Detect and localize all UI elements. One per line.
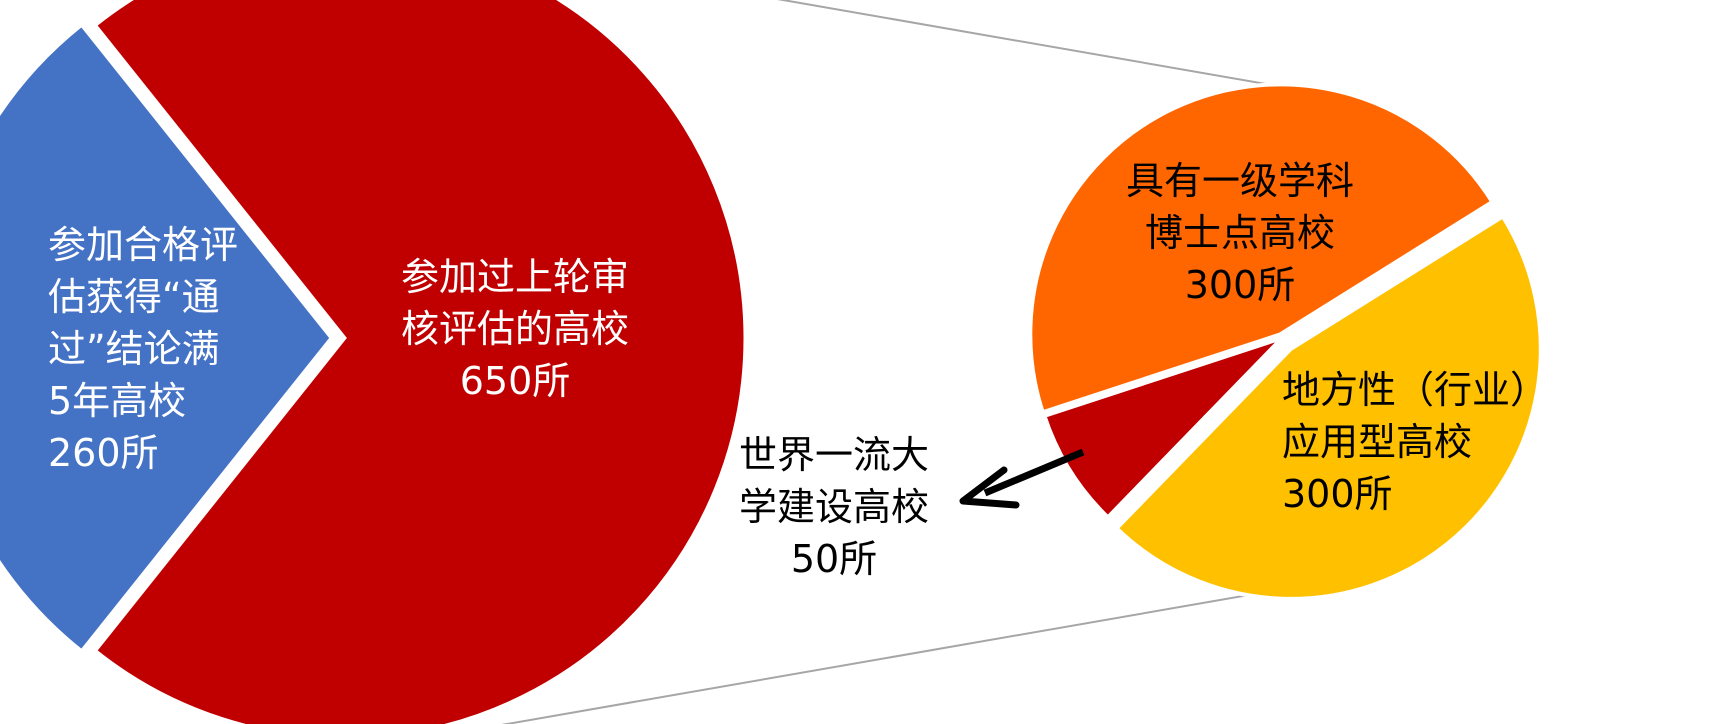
main-pie-label-1-line-3: 过”结论满: [48, 327, 220, 371]
secondary-pie-label-2-line-2: 应用型高校: [1282, 420, 1472, 464]
main-pie-label-1-line-5: 260所: [48, 431, 159, 475]
connector-lines: [501, 0, 1279, 724]
secondary-pie-slice-3: [1041, 336, 1284, 521]
secondary-pie-label-1-line-3: 300所: [1185, 263, 1296, 307]
main-pie-label-1-line-1: 参加合格评: [48, 223, 238, 267]
secondary-pie-slice-1: [1028, 82, 1496, 415]
pie-slices: [0, 0, 1543, 724]
main-pie-label-2-line-2: 核评估的高校: [401, 307, 629, 351]
connector-line-bottom: [501, 588, 1279, 724]
secondary-pie-label-1-line-1: 具有一级学科: [1126, 159, 1354, 203]
connector-line-top: [777, 0, 1279, 88]
secondary-pie-label-3: 世界一流大学建设高校 50所: [739, 433, 929, 581]
main-pie-slice-2: [93, 0, 747, 724]
main-pie-label-1-line-4: 5年高校: [48, 379, 186, 423]
secondary-pie-label-3-line-2: 学建设高校: [739, 485, 929, 529]
secondary-pie-label-3-line-3: 50所: [791, 537, 877, 581]
secondary-pie-label-1: 具有一级学科博士点高校 300所: [1126, 159, 1354, 307]
main-pie-label-1: 参加合格评估获得“通过”结论满 5年高校 260所: [48, 223, 238, 475]
main-pie-label-2-line-1: 参加过上轮审: [401, 255, 629, 299]
callout-arrowhead: [959, 466, 1020, 509]
callout-arrow: [959, 448, 1085, 509]
secondary-pie-label-2-line-3: 300所: [1282, 472, 1393, 516]
secondary-pie-label-1-line-2: 博士点高校: [1145, 211, 1335, 255]
secondary-pie-label-2-line-1: 地方性（行业）: [1282, 368, 1548, 412]
secondary-pie-slice-2: [1113, 213, 1543, 601]
main-pie-label-2: 参加过上轮审核评估的高校 650所: [401, 255, 629, 403]
main-pie-label-1-line-2: 估获得“通: [48, 275, 220, 319]
callout-arrow-line: [983, 448, 1085, 497]
slice-labels: 参加合格评估获得“通过”结论满 5年高校 260所 参加过上轮审核评估的高校 650所 具…: [48, 159, 1548, 581]
secondary-pie-label-3-line-1: 世界一流大: [739, 433, 929, 477]
secondary-pie-label-2: 地方性（行业） 应用型高校 300所: [1282, 368, 1548, 516]
main-pie-slice-1: [0, 23, 333, 653]
main-pie-label-2-line-3: 650所: [460, 359, 571, 403]
